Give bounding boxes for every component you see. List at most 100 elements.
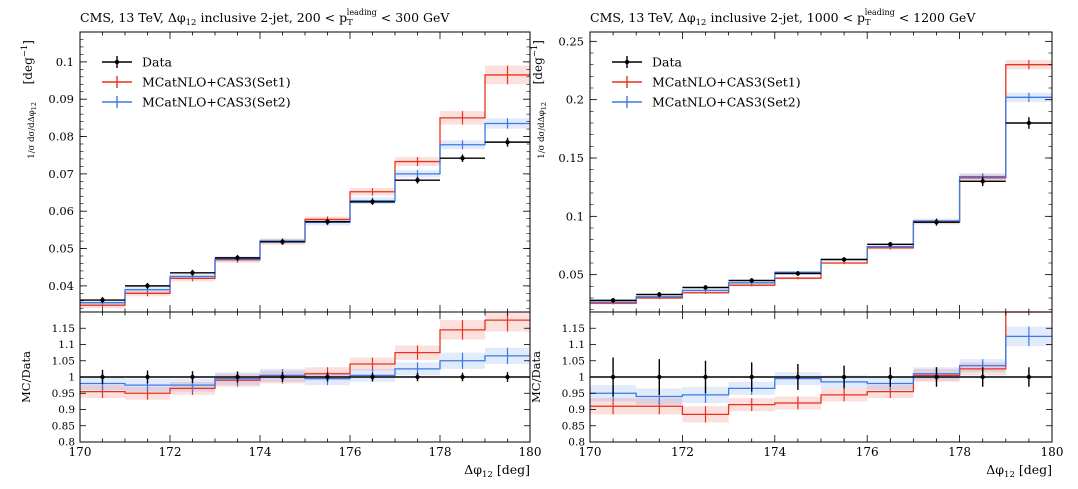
legend-entry-1: MCatNLO+CAS3(Set1) [652, 75, 801, 90]
y-axis-label-text: [deg−1] [20, 40, 35, 84]
main-data-point-1 [657, 292, 662, 297]
ratio-y-tick-label: 0.9 [568, 404, 585, 416]
main-data-point-6 [370, 199, 375, 205]
y-tick-label: 0.04 [48, 279, 74, 293]
ratio-y-tick-label: 1.05 [562, 355, 585, 367]
x-tick-label: 176 [339, 445, 362, 459]
ratio-y-tick-label: 1 [68, 372, 75, 384]
main-data-point-3 [235, 255, 240, 261]
ratio-y-tick-label: 1.1 [568, 339, 585, 351]
ratio-data-point-7 [415, 374, 420, 380]
ratio-y-tick-label: 1.15 [562, 323, 585, 335]
ratio-y-axis-label: MC/Data [19, 351, 33, 403]
main-data-point-9 [1026, 120, 1032, 126]
main-data-point-2 [703, 285, 708, 290]
legend-entry-1: MCatNLO+CAS3(Set1) [142, 75, 291, 90]
x-tick-label: 174 [249, 445, 272, 459]
y-tick-label: 0.1 [56, 55, 74, 69]
main-data-point-7 [934, 219, 939, 225]
x-tick-label: 172 [671, 445, 694, 459]
ratio-data-point-8 [460, 374, 465, 380]
ratio-y-tick-label: 0.85 [52, 420, 75, 432]
x-tick-label: 176 [856, 445, 879, 459]
ratio-series-set2 [80, 355, 530, 386]
main-data-point-5 [325, 219, 330, 224]
ratio-data-point-9 [1026, 374, 1032, 380]
ratio-y-axis-label: MC/Data [529, 351, 543, 403]
y-axis-label-text: [deg−1] [530, 40, 545, 84]
y-tick-label: 0.07 [48, 167, 74, 181]
chart-title: CMS, 13 TeV, Δφ12 inclusive 2-jet, 200 <… [80, 8, 450, 28]
chart-panel-2: CMS, 13 TeV, Δφ12 inclusive 2-jet, 1000 … [529, 8, 1063, 480]
y-tick-label: 0.08 [48, 130, 74, 144]
chart-title: CMS, 13 TeV, Δφ12 inclusive 2-jet, 1000 … [590, 8, 976, 28]
y-tick-label: 0.05 [558, 268, 584, 282]
ratio-data-point-4 [795, 374, 801, 380]
chart-panel-1: CMS, 13 TeV, Δφ12 inclusive 2-jet, 200 <… [19, 8, 541, 480]
main-data-point-8 [980, 179, 985, 184]
ratio-data-point-0 [610, 374, 616, 380]
main-data-point-0 [100, 297, 105, 303]
ratio-data-point-3 [235, 374, 240, 380]
ratio-data-point-1 [145, 374, 150, 380]
y-axis-label-fraction: 1/σ dσ/dΔφ12 [27, 102, 38, 159]
y-axis-label-fraction: 1/σ dσ/dΔφ12 [537, 102, 548, 159]
ratio-y-tick-label: 0.95 [52, 388, 75, 400]
main-data-point-6 [888, 242, 893, 247]
legend-entry-0: Data [142, 55, 172, 70]
x-axis-label: Δφ12 [deg] [464, 462, 530, 480]
ratio-y-tick-label: 0.85 [562, 420, 585, 432]
ratio-data-point-8 [980, 374, 985, 380]
ratio-data-point-0 [100, 374, 105, 380]
ratio-data-point-6 [370, 374, 375, 380]
x-tick-label: 180 [519, 445, 542, 459]
x-tick-label: 178 [948, 445, 971, 459]
ratio-y-tick-label: 1.15 [52, 323, 75, 335]
x-tick-label: 180 [1041, 445, 1064, 459]
legend-entry-2: MCatNLO+CAS3(Set2) [652, 95, 801, 110]
main-series-set2 [590, 96, 1052, 303]
ratio-data-point-9 [505, 374, 510, 380]
y-axis-label: [deg−1] 1/σ dσ/dΔφ12 [530, 40, 548, 159]
ratio-y-tick-label: 0.95 [562, 388, 585, 400]
legend-swatch-point [114, 59, 120, 65]
y-tick-label: 0.1 [566, 209, 584, 223]
main-data-point-4 [795, 271, 801, 276]
ratio-series-set2 [590, 335, 1052, 398]
ratio-y-tick-label: 0.8 [568, 437, 585, 449]
legend-entry-2: MCatNLO+CAS3(Set2) [142, 95, 291, 110]
ratio-y-tick-label: 1.05 [52, 355, 75, 367]
y-axis-label: [deg−1] 1/σ dσ/dΔφ12 [20, 40, 38, 159]
x-axis-label: Δφ12 [deg] [986, 462, 1052, 480]
legend-entry-0: Data [652, 55, 682, 70]
main-data-point-4 [280, 239, 285, 245]
ratio-y-tick-label: 0.8 [58, 437, 75, 449]
x-tick-label: 174 [763, 445, 786, 459]
main-data-point-5 [841, 257, 847, 262]
y-tick-label: 0.05 [48, 242, 74, 256]
ratio-data-point-5 [841, 374, 847, 380]
main-data-point-0 [610, 298, 616, 303]
legend-swatch-point [624, 59, 630, 65]
ratio-data-point-5 [325, 374, 330, 380]
main-series-set2 [80, 122, 530, 304]
y-tick-label: 0.09 [48, 92, 74, 106]
x-tick-label: 170 [579, 445, 602, 459]
main-data-point-2 [190, 270, 195, 275]
main-data-point-9 [505, 139, 510, 145]
ratio-data-point-6 [888, 374, 893, 380]
ratio-data-point-4 [280, 374, 285, 380]
ratio-data-point-7 [934, 374, 939, 380]
main-data-point-1 [145, 283, 150, 289]
ratio-y-tick-label: 1 [578, 372, 585, 384]
ratio-data-point-3 [749, 374, 754, 380]
y-tick-label: 0.2 [566, 93, 584, 107]
main-data-point-3 [749, 278, 754, 283]
y-tick-label: 0.15 [558, 151, 584, 165]
ratio-data-point-2 [190, 374, 195, 380]
main-data-point-7 [415, 178, 420, 183]
y-tick-label: 0.06 [48, 204, 74, 218]
y-tick-label: 0.25 [558, 34, 584, 48]
